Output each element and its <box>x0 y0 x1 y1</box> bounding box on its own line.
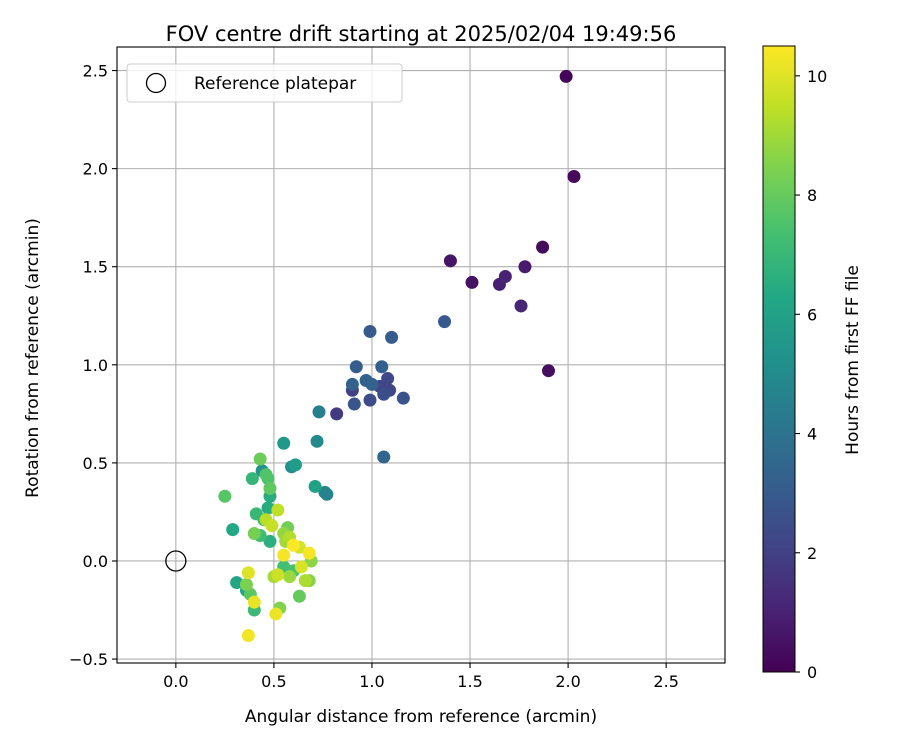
scatter-point <box>247 595 261 609</box>
scatter-point <box>536 240 550 254</box>
scatter-point <box>567 169 581 183</box>
scatter-point <box>283 570 297 584</box>
scatter-point <box>288 458 302 472</box>
scatter-point <box>363 393 377 407</box>
scatter-point <box>365 377 379 391</box>
scatter-point <box>292 589 306 603</box>
scatter-point <box>226 523 240 537</box>
colorbar-gradient <box>762 45 796 673</box>
scatter-point <box>241 566 255 580</box>
scatter-point <box>377 450 391 464</box>
scatter-point <box>261 501 275 515</box>
colorbar-tick-label: 8 <box>807 186 817 205</box>
colorbar-tick-label: 4 <box>807 425 817 444</box>
x-tick-label: 0.5 <box>261 672 286 691</box>
colorbar-tick-label: 0 <box>807 663 817 682</box>
x-axis-label: Angular distance from reference (arcmin) <box>245 707 597 727</box>
y-tick-label: 0.5 <box>83 454 108 473</box>
grid <box>117 47 725 663</box>
scatter-point <box>263 481 277 495</box>
scatter-point <box>302 546 316 560</box>
scatter-point <box>396 391 410 405</box>
scatter-point <box>271 503 285 517</box>
scatter-point <box>245 472 259 486</box>
scatter-point <box>377 387 391 401</box>
y-tick-label: 1.5 <box>83 258 108 277</box>
scatter-point <box>277 548 291 562</box>
colorbar-tick-label: 10 <box>807 67 827 86</box>
scatter-point <box>438 315 452 329</box>
scatter-point <box>294 560 308 574</box>
scatter-point <box>443 254 457 268</box>
scatter-point <box>259 468 273 482</box>
scatter-point <box>249 507 263 521</box>
reference-platepar-marker <box>165 550 187 572</box>
x-tick-label: 1.5 <box>457 672 482 691</box>
scatter-point <box>263 534 277 548</box>
chart-title: FOV centre drift starting at 2025/02/04 … <box>166 22 677 46</box>
scatter-point <box>253 452 267 466</box>
scatter-point <box>239 578 253 592</box>
y-axis-label: Rotation from reference (arcmin) <box>23 218 43 498</box>
scatter-point <box>230 576 244 590</box>
colorbar: 0 2 4 6 8 10 Hours from first FF file <box>762 45 863 682</box>
scatter-point <box>363 324 377 338</box>
reference-layer <box>165 550 187 572</box>
scatter-point <box>312 405 326 419</box>
x-tick-label: 0.0 <box>163 672 188 691</box>
scatter-point <box>269 607 283 621</box>
scatter-point <box>349 360 363 374</box>
y-tick-label: 2.0 <box>83 160 108 179</box>
scatter-point <box>518 260 532 274</box>
colorbar-tick-label: 6 <box>807 305 817 324</box>
legend: Reference platepar <box>126 63 403 103</box>
scatter-point <box>218 489 232 503</box>
scatter-point <box>241 629 255 643</box>
y-axis-ticks: −0.5 0.0 0.5 1.0 1.5 2.0 2.5 <box>69 62 117 669</box>
scatter-point <box>347 397 361 411</box>
y-tick-label: 1.0 <box>83 356 108 375</box>
x-axis-ticks: 0.0 0.5 1.0 1.5 2.0 2.5 <box>163 663 679 691</box>
colorbar-label: Hours from first FF file <box>843 265 863 455</box>
colorbar-ticks: 0 2 4 6 8 10 <box>795 67 827 682</box>
x-tick-label: 2.5 <box>653 672 678 691</box>
colorbar-tick-label: 2 <box>807 544 817 563</box>
scatter-point <box>308 479 322 493</box>
scatter-point <box>265 519 279 533</box>
legend-label-reference: Reference platepar <box>194 74 356 94</box>
scatter-point <box>310 434 324 448</box>
legend-box <box>126 63 403 103</box>
scatter-points <box>218 69 581 643</box>
y-tick-label: 0.0 <box>83 552 108 571</box>
scatter-point <box>559 69 573 83</box>
scatter-point <box>318 485 332 499</box>
x-tick-label: 2.0 <box>555 672 580 691</box>
scatter-point <box>385 330 399 344</box>
scatter-point <box>298 574 312 588</box>
scatter-point <box>498 270 512 284</box>
scatter-point <box>277 436 291 450</box>
scatter-point <box>247 527 261 541</box>
legend-marker-reference <box>145 72 167 94</box>
scatter-point <box>287 538 301 552</box>
scatter-point <box>345 377 359 391</box>
scatter-point <box>514 299 528 313</box>
x-tick-label: 1.0 <box>359 672 384 691</box>
scatter-point <box>271 568 285 582</box>
y-tick-label: −0.5 <box>69 650 108 669</box>
scatter-point <box>465 275 479 289</box>
y-tick-label: 2.5 <box>83 62 108 81</box>
scatter-point <box>375 360 389 374</box>
scatter-point <box>330 407 344 421</box>
plot-frame <box>116 46 726 664</box>
scatter-point <box>541 364 555 378</box>
scatter-point <box>381 372 395 386</box>
